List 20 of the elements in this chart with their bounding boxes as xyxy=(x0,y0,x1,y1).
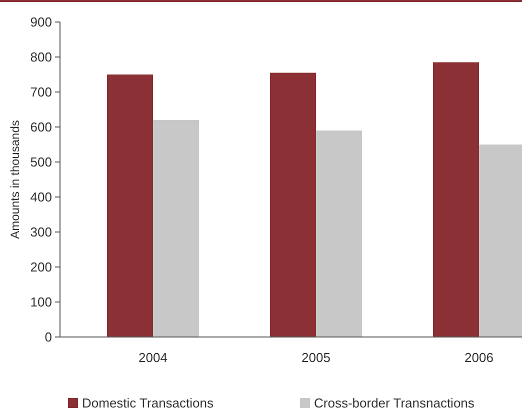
y-tick-label: 600 xyxy=(30,120,52,135)
y-tick-label: 800 xyxy=(30,50,52,65)
legend-label: Domestic Transactions xyxy=(82,396,214,409)
y-tick-label: 0 xyxy=(44,330,52,345)
y-tick-label: 900 xyxy=(30,14,52,30)
y-tick-label: 300 xyxy=(30,224,52,240)
bar xyxy=(270,72,316,337)
y-tick-label: 100 xyxy=(30,294,52,310)
legend-label: Cross-border Transnactions xyxy=(314,396,475,409)
x-tick-label: 2005 xyxy=(302,350,330,365)
x-tick-label: 2004 xyxy=(138,350,168,365)
bar xyxy=(107,74,153,337)
y-tick-label: 400 xyxy=(30,190,52,205)
y-tick-label: 200 xyxy=(30,260,52,275)
y-tick-label: 700 xyxy=(30,84,52,100)
x-tick-label: 2006 xyxy=(464,350,494,365)
y-axis-title: Amounts in thousands xyxy=(8,120,22,239)
bar xyxy=(153,120,199,337)
bar xyxy=(316,130,362,337)
y-tick-label: 500 xyxy=(30,154,52,170)
